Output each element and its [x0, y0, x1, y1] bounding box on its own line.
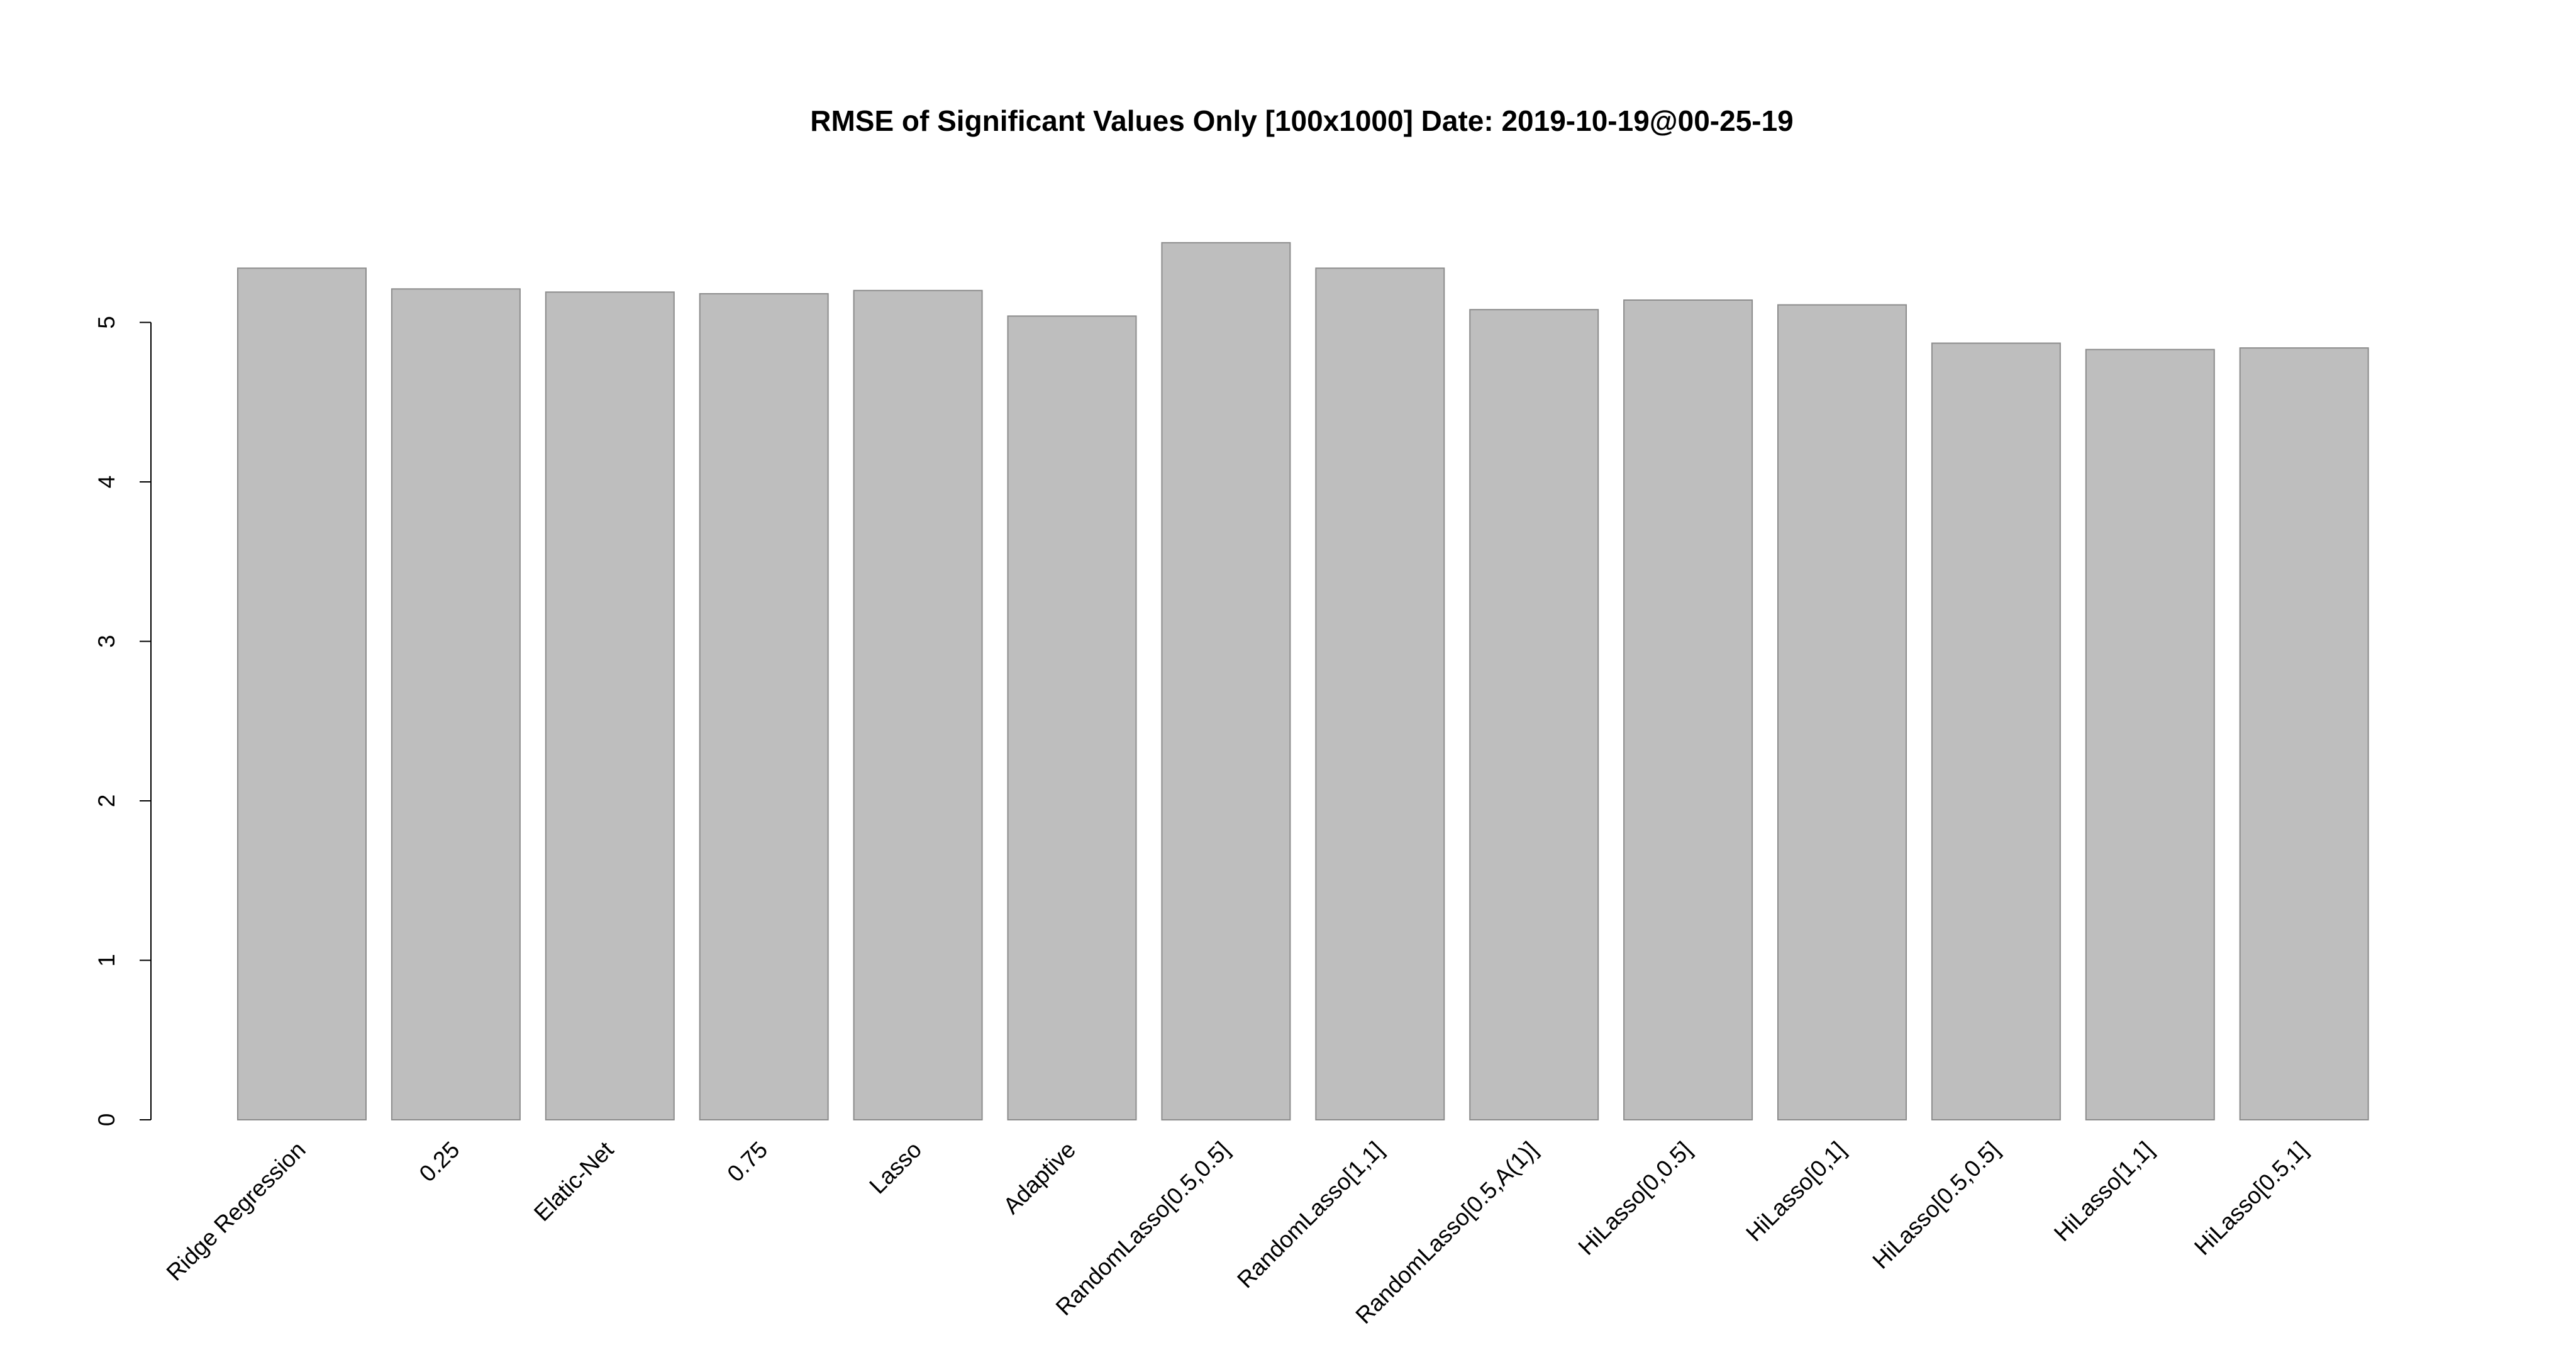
bar-3	[699, 293, 829, 1120]
bar-4	[853, 289, 983, 1120]
bar-2	[545, 291, 675, 1120]
bar-8	[1469, 309, 1599, 1121]
x-tick-label-5: Adaptive	[998, 1137, 1080, 1219]
x-tick-label-2: Elatic-Net	[529, 1136, 619, 1226]
x-tick-label-0: Ridge Regression	[162, 1137, 311, 1286]
y-tick-label-2: 2	[94, 795, 119, 808]
x-tick-label-10: HiLasso[0,1]	[1741, 1137, 1850, 1246]
x-axis-labels: Ridge Regression 0.25 Elatic-Net 0.75 Lasso A…	[162, 1136, 2313, 1329]
x-tick-label-9: HiLasso[0,0.5]	[1574, 1137, 1697, 1260]
bar-7	[1315, 267, 1445, 1120]
bar-10	[1777, 304, 1907, 1121]
y-axis: 0 1 2 3 4 5	[94, 316, 152, 1127]
y-tick-label-1: 1	[94, 954, 119, 967]
x-tick-label-4: Lasso	[864, 1137, 926, 1199]
y-tick-label-3: 3	[94, 635, 119, 648]
bar-0	[237, 267, 367, 1120]
y-tick-label-5: 5	[94, 316, 119, 329]
y-tick-label-4: 4	[94, 476, 119, 489]
x-tick-label-1: 0.25	[414, 1137, 465, 1187]
bar-1	[391, 288, 521, 1120]
x-tick-label-7: RandomLasso[1,1]	[1232, 1137, 1389, 1293]
bars-group	[237, 242, 2369, 1121]
x-tick-label-11: HiLasso[0.5,0.5]	[1867, 1137, 2004, 1274]
bar-5	[1007, 315, 1137, 1120]
y-tick-label-0: 0	[94, 1114, 119, 1127]
bar-9	[1623, 299, 1753, 1120]
x-tick-label-3: 0.75	[722, 1137, 772, 1187]
x-tick-label-12: HiLasso[1,1]	[2049, 1137, 2158, 1246]
x-tick-label-6: RandomLasso[0.5,0.5]	[1051, 1137, 1235, 1320]
bar-13	[2239, 347, 2369, 1120]
x-tick-label-8: RandomLasso[0.5,A(1)]	[1351, 1137, 1543, 1329]
bar-12	[2085, 349, 2215, 1120]
bar-11	[1931, 342, 2061, 1120]
chart-title: RMSE of Significant Values Only [100x100…	[810, 104, 1794, 137]
bar-6	[1161, 242, 1291, 1121]
x-tick-label-13: HiLasso[0.5,1]	[2189, 1137, 2312, 1260]
